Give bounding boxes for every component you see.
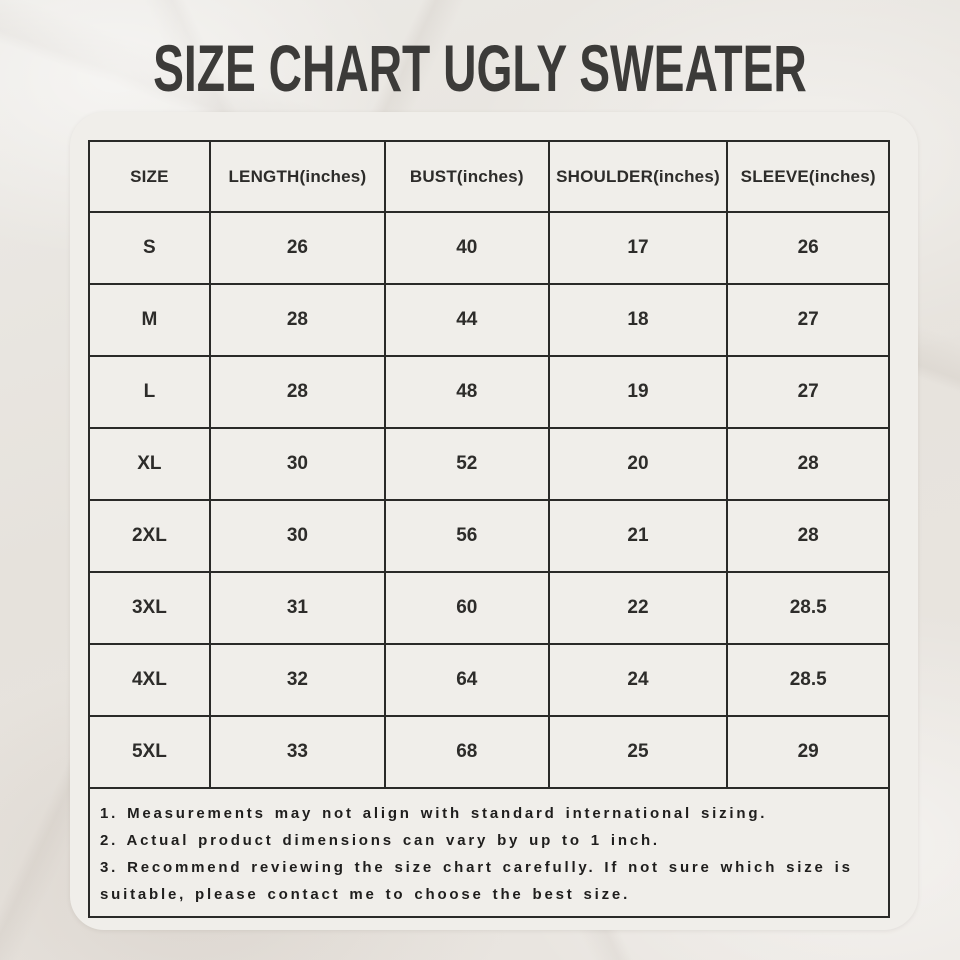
shoulder-value: 25 xyxy=(547,715,729,789)
bust-value: 68 xyxy=(383,715,550,789)
length-value: 26 xyxy=(208,211,386,285)
shoulder-value: 19 xyxy=(547,355,729,429)
length-value: 28 xyxy=(208,283,386,357)
shoulder-value: 20 xyxy=(547,427,729,501)
table-row-5xl: 5XL 33 68 25 29 xyxy=(88,715,890,789)
note-line-3: 3. Recommend reviewing the size chart ca… xyxy=(100,859,853,903)
size-label: 2XL xyxy=(88,499,211,573)
length-value: 33 xyxy=(208,715,386,789)
bust-value: 44 xyxy=(383,283,550,357)
bust-value: 52 xyxy=(383,427,550,501)
table-row-l: L 28 48 19 27 xyxy=(88,355,890,429)
size-label: XL xyxy=(88,427,211,501)
sleeve-value: 28 xyxy=(726,499,890,573)
note-line-1: 1. Measurements may not align with stand… xyxy=(100,805,768,822)
notes-row: 1. Measurements may not align with stand… xyxy=(88,787,890,918)
bust-value: 64 xyxy=(383,643,550,717)
bust-value: 48 xyxy=(383,355,550,429)
table-row-xl: XL 30 52 20 28 xyxy=(88,427,890,501)
size-label: 4XL xyxy=(88,643,211,717)
bust-value: 60 xyxy=(383,571,550,645)
length-value: 32 xyxy=(208,643,386,717)
bust-value: 56 xyxy=(383,499,550,573)
shoulder-value: 21 xyxy=(547,499,729,573)
shoulder-value: 24 xyxy=(547,643,729,717)
page-title-text: SIZE CHART UGLY SWEATER xyxy=(153,31,807,105)
table-row-s: S 26 40 17 26 xyxy=(88,211,890,285)
size-label: 3XL xyxy=(88,571,211,645)
sleeve-value: 27 xyxy=(726,355,890,429)
table-header-row: SIZE LENGTH(inches) BUST(inches) SHOULDE… xyxy=(88,140,890,213)
shoulder-value: 18 xyxy=(547,283,729,357)
table-row-2xl: 2XL 30 56 21 28 xyxy=(88,499,890,573)
size-label: 5XL xyxy=(88,715,211,789)
sleeve-value: 29 xyxy=(726,715,890,789)
notes-section: 1. Measurements may not align with stand… xyxy=(88,787,890,918)
shoulder-value: 22 xyxy=(547,571,729,645)
header-cell-shoulder: SHOULDER(inches) xyxy=(547,140,729,213)
length-value: 30 xyxy=(208,499,386,573)
shoulder-value: 17 xyxy=(547,211,729,285)
size-label: M xyxy=(88,283,211,357)
size-chart-card: SIZE LENGTH(inches) BUST(inches) SHOULDE… xyxy=(70,112,918,930)
sleeve-value: 28 xyxy=(726,427,890,501)
note-line-2: 2. Actual product dimensions can vary by… xyxy=(100,832,660,849)
size-label: L xyxy=(88,355,211,429)
size-chart-table: SIZE LENGTH(inches) BUST(inches) SHOULDE… xyxy=(88,140,890,918)
sleeve-value: 27 xyxy=(726,283,890,357)
table-row-m: M 28 44 18 27 xyxy=(88,283,890,357)
sleeve-value: 28.5 xyxy=(726,643,890,717)
length-value: 30 xyxy=(208,427,386,501)
header-cell-sleeve: SLEEVE(inches) xyxy=(726,140,890,213)
header-cell-bust: BUST(inches) xyxy=(383,140,550,213)
bust-value: 40 xyxy=(383,211,550,285)
header-cell-length: LENGTH(inches) xyxy=(208,140,386,213)
table-row-4xl: 4XL 32 64 24 28.5 xyxy=(88,643,890,717)
length-value: 31 xyxy=(208,571,386,645)
size-label: S xyxy=(88,211,211,285)
length-value: 28 xyxy=(208,355,386,429)
header-cell-size: SIZE xyxy=(88,140,211,213)
sleeve-value: 28.5 xyxy=(726,571,890,645)
table-row-3xl: 3XL 31 60 22 28.5 xyxy=(88,571,890,645)
sleeve-value: 26 xyxy=(726,211,890,285)
page-title: SIZE CHART UGLY SWEATER xyxy=(0,30,960,106)
